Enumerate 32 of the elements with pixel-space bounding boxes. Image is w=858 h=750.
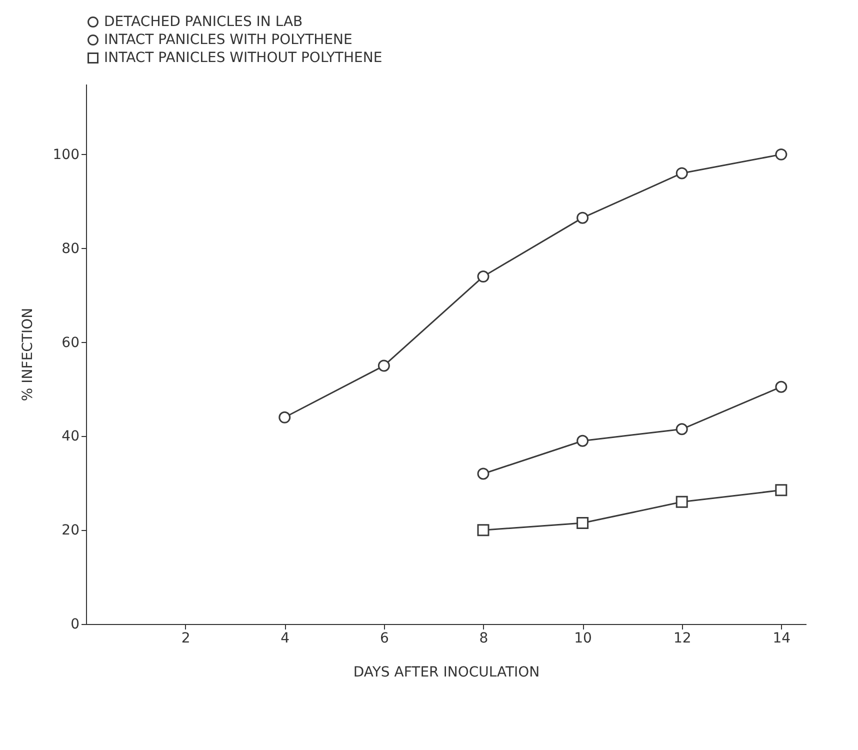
point [676,167,688,180]
y-axis-title: % INFECTION [20,308,36,402]
point [775,148,788,160]
legend-label: INTACT PANICLES WITH POLYTHENE [104,32,352,48]
x-tick-label: 12 [673,630,692,646]
point [775,484,788,496]
legend-label: DETACHED PANICLES IN LAB [104,14,303,30]
y-tick-label: 20 [62,522,80,539]
point [676,496,688,508]
x-tick-label: 6 [380,630,389,646]
point [477,524,490,536]
point [477,468,490,480]
point [378,360,390,372]
point [576,434,589,447]
legend-label: INTACT PANICLES WITHOUT POLYTHENE [104,50,382,66]
point [676,423,688,436]
point [576,212,589,224]
y-tick-label: 60 [62,334,80,351]
x-tick-label: 2 [181,630,190,646]
x-axis-title: DAYS AFTER INOCULATION [353,664,540,680]
x-tick-label: 4 [280,630,290,646]
point [775,380,788,393]
x-tick-label: 14 [772,630,791,646]
point [576,517,589,530]
point [477,270,490,283]
x-tick-label: 8 [479,630,488,646]
y-tick-label: 40 [62,428,80,445]
y-tick-label: 0 [70,616,80,632]
point [278,411,291,424]
y-tick-label: 80 [62,240,80,257]
x-tick-label: 10 [574,630,592,646]
y-tick-label: 100 [52,146,80,163]
